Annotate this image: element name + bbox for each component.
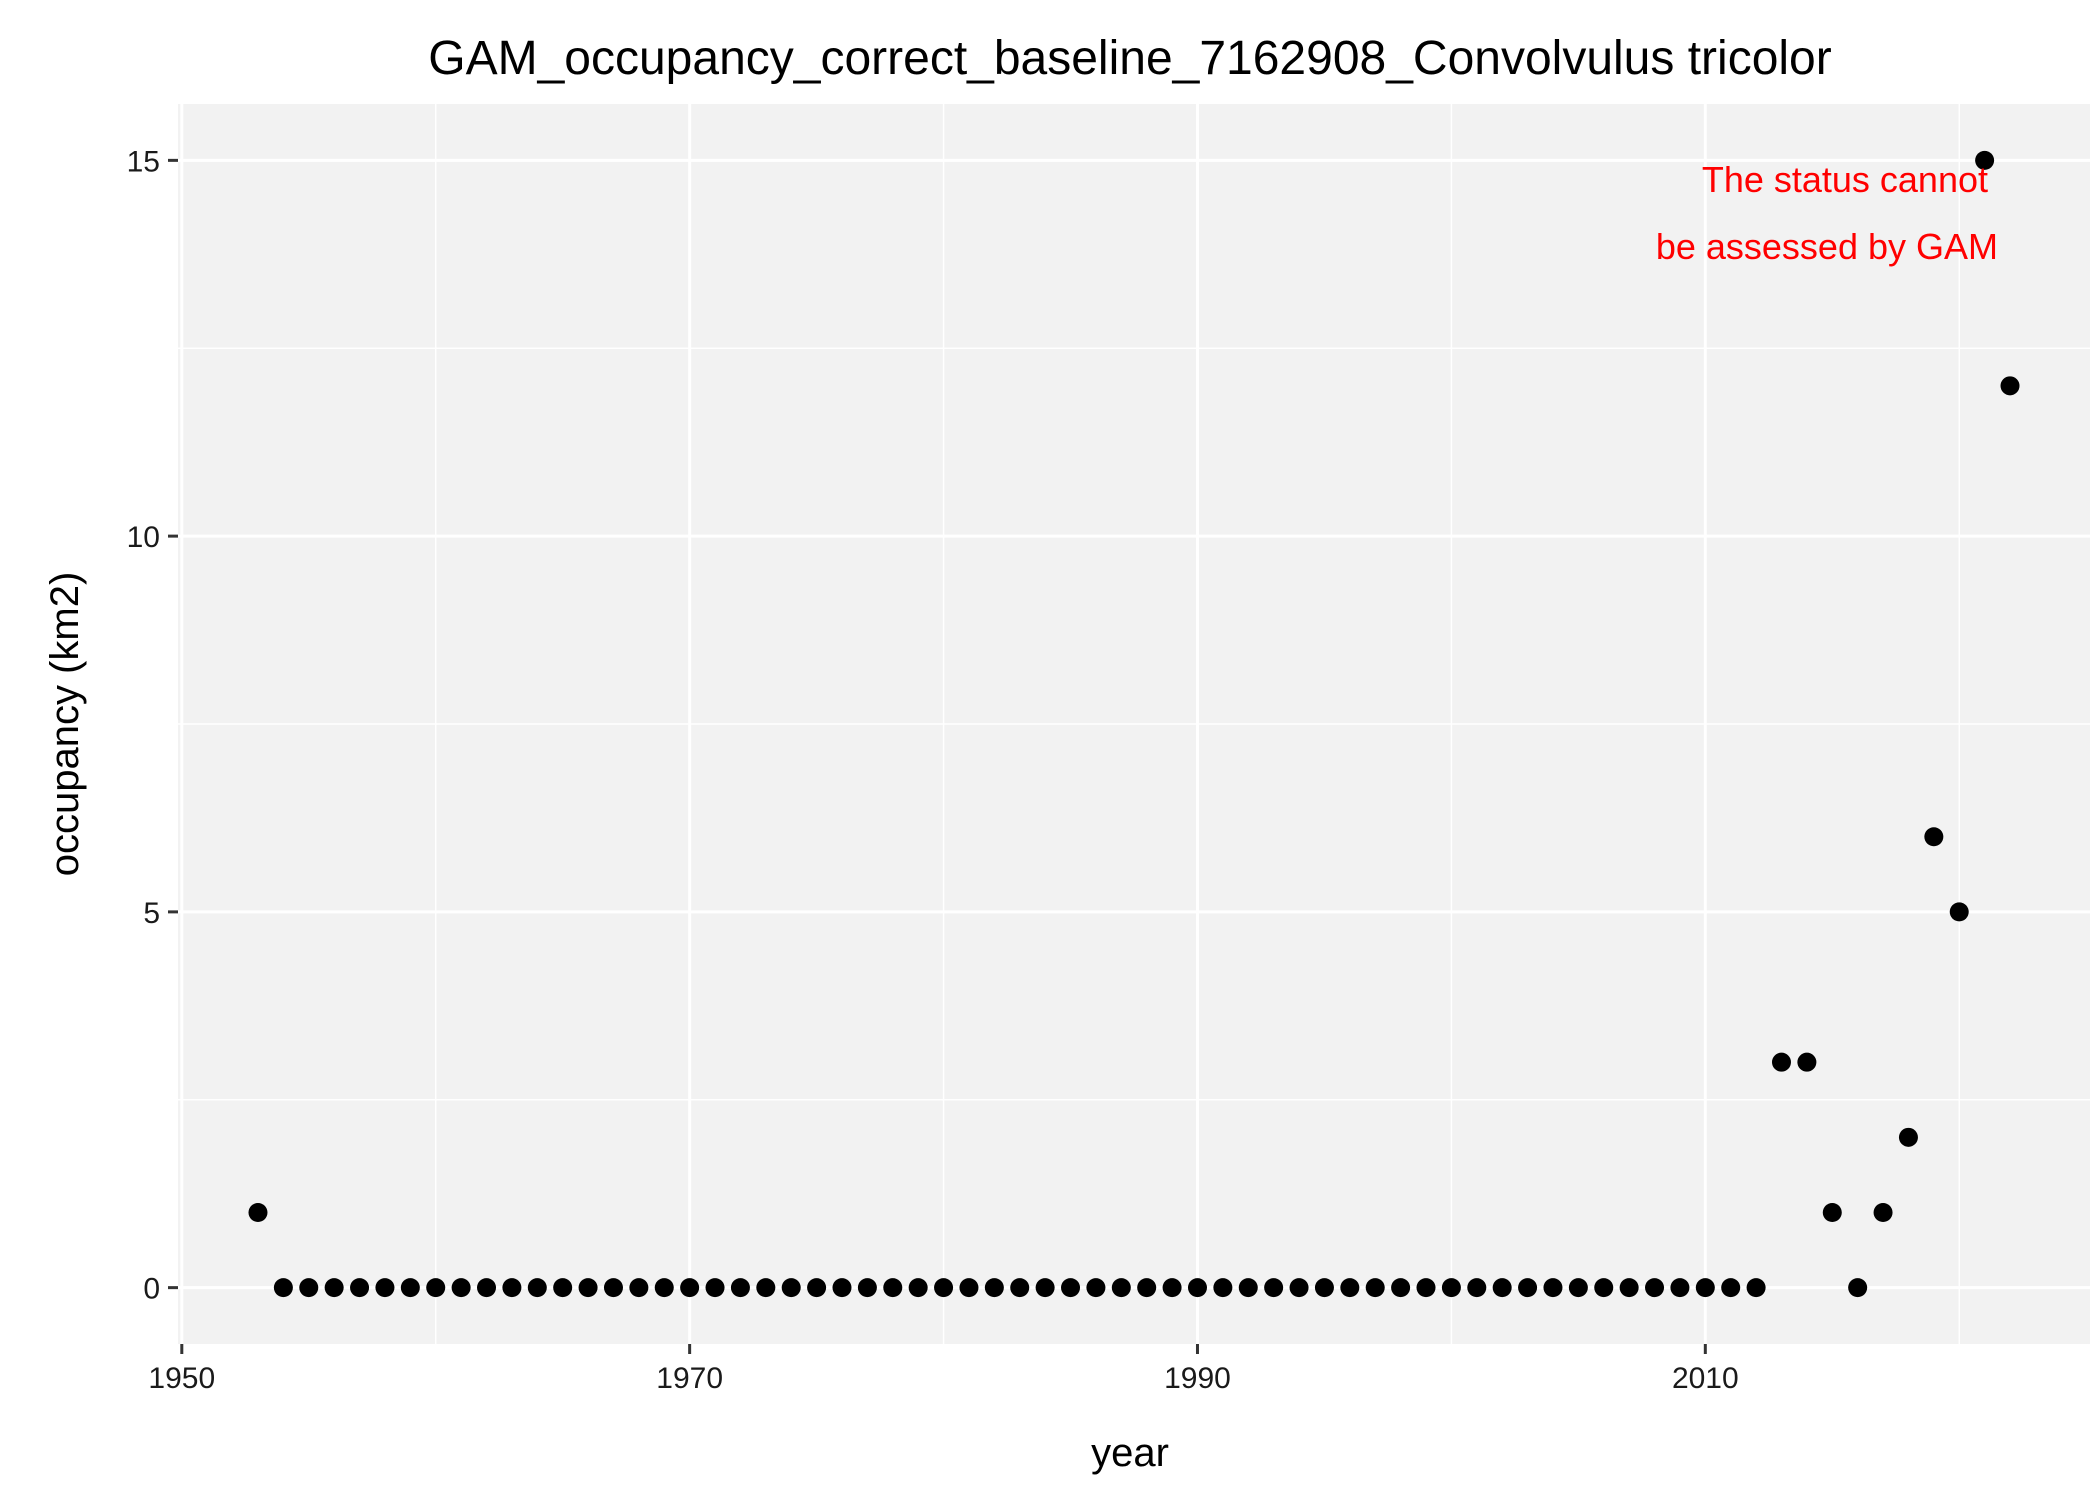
y-tick-label: 15 — [127, 145, 160, 178]
data-point — [756, 1278, 776, 1298]
data-point — [1035, 1278, 1055, 1298]
data-point — [1568, 1278, 1588, 1298]
data-point — [1010, 1278, 1030, 1298]
data-point — [680, 1278, 700, 1298]
data-point — [1086, 1278, 1106, 1298]
data-point — [1670, 1278, 1690, 1298]
data-point — [451, 1278, 471, 1298]
data-point — [1975, 150, 1995, 170]
y-axis-title: occupancy (km2) — [43, 572, 87, 877]
data-point — [1492, 1278, 1512, 1298]
data-point — [273, 1278, 293, 1298]
data-point — [1619, 1278, 1639, 1298]
data-point — [1797, 1052, 1817, 1072]
x-axis: 1950 1970 1990 2010 — [148, 1344, 1739, 1395]
data-point — [1340, 1278, 1360, 1298]
data-point — [553, 1278, 573, 1298]
y-tick-label: 0 — [143, 1273, 160, 1306]
data-point — [934, 1278, 954, 1298]
data-point — [1746, 1278, 1766, 1298]
data-point — [730, 1278, 750, 1298]
y-tick-label: 5 — [143, 897, 160, 930]
data-point — [883, 1278, 903, 1298]
data-point — [1695, 1278, 1715, 1298]
data-point — [350, 1278, 370, 1298]
data-point — [629, 1278, 649, 1298]
data-point — [1822, 1202, 1842, 1222]
grid-minor — [178, 104, 2090, 1344]
data-point — [477, 1278, 497, 1298]
data-point — [248, 1202, 268, 1222]
data-point — [1949, 902, 1969, 922]
x-tick-label: 1990 — [1164, 1362, 1231, 1395]
data-point — [502, 1278, 522, 1298]
data-point — [1365, 1278, 1385, 1298]
data-point — [426, 1278, 446, 1298]
data-point — [1924, 827, 1944, 847]
x-tick-label: 2010 — [1672, 1362, 1739, 1395]
data-point — [1061, 1278, 1081, 1298]
data-point — [324, 1278, 344, 1298]
data-point — [654, 1278, 674, 1298]
data-point — [1213, 1278, 1233, 1298]
data-point — [375, 1278, 395, 1298]
annotation-line-1: The status cannot — [1702, 159, 1988, 200]
chart-title: GAM_occupancy_correct_baseline_7162908_C… — [428, 32, 1832, 85]
data-point — [781, 1278, 801, 1298]
data-point — [1314, 1278, 1334, 1298]
y-tick-label: 10 — [127, 521, 160, 554]
data-point — [908, 1278, 928, 1298]
data-point — [1441, 1278, 1461, 1298]
data-point — [1721, 1278, 1741, 1298]
data-point — [1111, 1278, 1131, 1298]
grid-major — [178, 104, 2090, 1344]
y-axis: 0 5 10 15 — [127, 145, 178, 1306]
data-point — [1771, 1052, 1791, 1072]
data-point — [959, 1278, 979, 1298]
data-point — [1467, 1278, 1487, 1298]
data-point — [1543, 1278, 1563, 1298]
data-point — [1518, 1278, 1538, 1298]
x-axis-title: year — [1091, 1431, 1169, 1475]
data-point — [857, 1278, 877, 1298]
data-point — [1162, 1278, 1182, 1298]
x-tick-label: 1950 — [148, 1362, 215, 1395]
data-point — [2000, 376, 2020, 396]
data-point — [400, 1278, 420, 1298]
data-point — [527, 1278, 547, 1298]
data-point — [578, 1278, 598, 1298]
data-point — [299, 1278, 319, 1298]
data-point — [832, 1278, 852, 1298]
data-point — [1137, 1278, 1157, 1298]
data-point — [1289, 1278, 1309, 1298]
data-point — [1187, 1278, 1207, 1298]
data-point — [1264, 1278, 1284, 1298]
x-tick-label: 1970 — [656, 1362, 723, 1395]
data-point — [1416, 1278, 1436, 1298]
annotation-line-2: be assessed by GAM — [1656, 226, 1998, 267]
data-point — [807, 1278, 827, 1298]
data-point — [984, 1278, 1004, 1298]
data-point — [1594, 1278, 1614, 1298]
data-point — [1391, 1278, 1411, 1298]
data-point — [1873, 1202, 1893, 1222]
data-point — [1238, 1278, 1258, 1298]
data-point — [705, 1278, 725, 1298]
data-point — [603, 1278, 623, 1298]
data-point — [1898, 1127, 1918, 1147]
data-point — [1645, 1278, 1665, 1298]
data-points — [248, 150, 2020, 1298]
data-point — [1848, 1278, 1868, 1298]
